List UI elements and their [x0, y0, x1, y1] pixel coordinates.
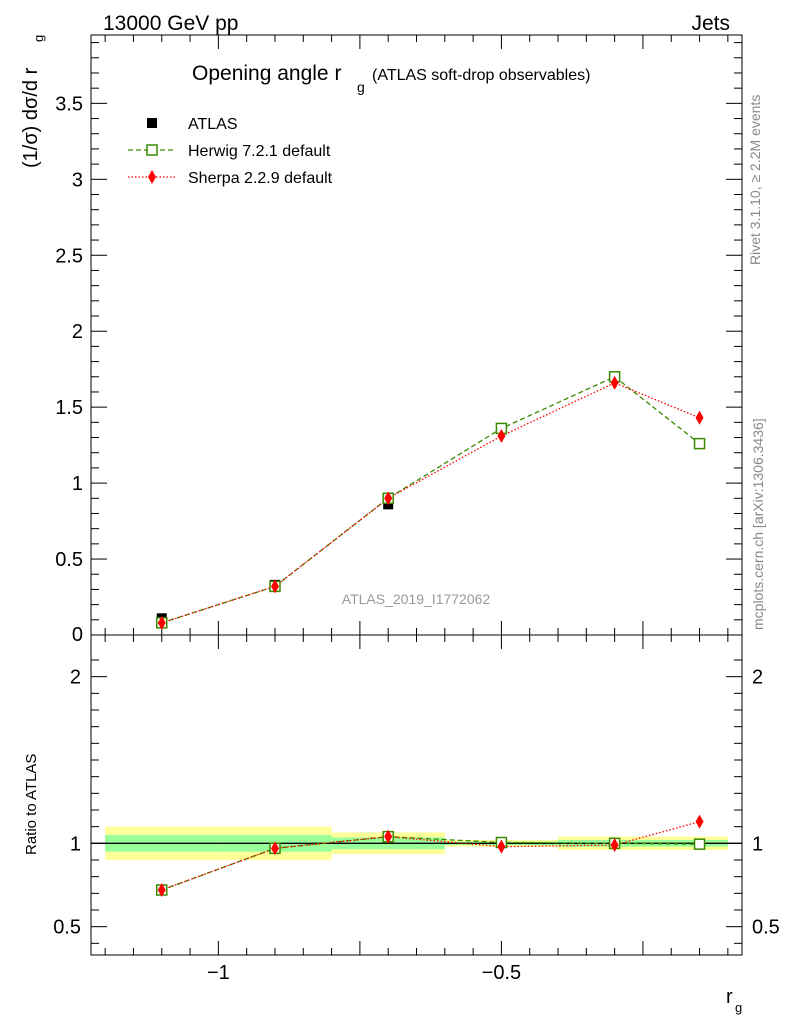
main-ytick-label: 0.5 — [55, 549, 83, 571]
main-ytick-label: 3 — [72, 169, 83, 191]
sherpa-point — [610, 375, 619, 390]
legend-marker-atlas — [147, 118, 157, 128]
ratio-sherpa-point — [384, 829, 393, 844]
legend-label-atlas: ATLAS — [188, 116, 238, 133]
ratio-sherpa-point — [497, 839, 506, 854]
plot-title-tail: (ATLAS soft-drop observables) — [372, 67, 590, 84]
analysis-watermark: ATLAS_2019_I1772062 — [342, 591, 491, 607]
ratio-ytick-label-right: 2 — [752, 667, 763, 689]
plot-title-subscript: g — [357, 79, 365, 95]
main-ylabel-subscript: g — [31, 35, 46, 42]
sherpa-point — [270, 579, 279, 594]
main-ytick-label: 1 — [72, 473, 83, 495]
ratio-sherpa-point — [610, 838, 619, 852]
sherpa-point — [157, 615, 166, 630]
ratio-ytick-label-left: 2 — [70, 667, 81, 689]
legend: ATLAS Herwig 7.2.1 default Sherpa 2.2.9 … — [128, 116, 333, 187]
sherpa-point — [497, 429, 506, 444]
xlabel-subscript: g — [735, 1000, 742, 1015]
legend-label-herwig: Herwig 7.2.1 default — [188, 143, 331, 160]
ratio-xtick-label: −1 — [207, 962, 230, 984]
ratio-sherpa-point — [695, 814, 704, 829]
ratio-ytick-label-right: 1 — [752, 833, 763, 855]
main-ytick-label: 3.5 — [55, 93, 83, 115]
main-ytick-label: 2.5 — [55, 245, 83, 267]
main-ytick-label: 2 — [72, 321, 83, 343]
ratio-ylabel: Ratio to ATLAS — [23, 754, 40, 855]
main-ytick-label: 0 — [72, 624, 83, 646]
legend-marker-herwig — [146, 144, 158, 156]
ratio-herwig-line — [161, 836, 700, 891]
sherpa-point — [695, 410, 704, 425]
ratio-ytick-label-right: 0.5 — [752, 917, 780, 939]
herwig-point — [693, 437, 706, 450]
herwig-line — [161, 376, 700, 624]
ratio-panel-frame — [90, 634, 743, 956]
plot-title-main: Opening angle r — [192, 62, 341, 85]
ratio-herwig-point — [693, 838, 706, 850]
mcplots-label: mcplots.cern.ch [arXiv:1306.3436] — [750, 418, 766, 630]
ratio-sherpa-point — [270, 841, 279, 856]
legend-label-sherpa: Sherpa 2.2.9 default — [188, 170, 333, 187]
legend-marker-sherpa — [148, 170, 156, 184]
rivet-label: Rivet 3.1.10, ≥ 2.2M events — [747, 95, 763, 265]
ratio-ytick-label-left: 0.5 — [53, 917, 81, 939]
ratio-sherpa-line — [161, 821, 700, 891]
main-ytick-label: 1.5 — [55, 397, 83, 419]
header-right: Jets — [691, 12, 730, 35]
sherpa-line — [161, 382, 700, 624]
sherpa-point — [384, 491, 393, 506]
xlabel: r — [726, 986, 733, 1008]
header-left: 13000 GeV pp — [103, 12, 238, 35]
ratio-ytick-label-left: 1 — [70, 833, 81, 855]
plot-title: Opening angle r — [192, 62, 341, 85]
main-ylabel: (1/σ) dσ/d r — [20, 67, 42, 168]
ratio-sherpa-point — [157, 883, 166, 897]
ratio-xtick-label: −0.5 — [482, 962, 521, 984]
